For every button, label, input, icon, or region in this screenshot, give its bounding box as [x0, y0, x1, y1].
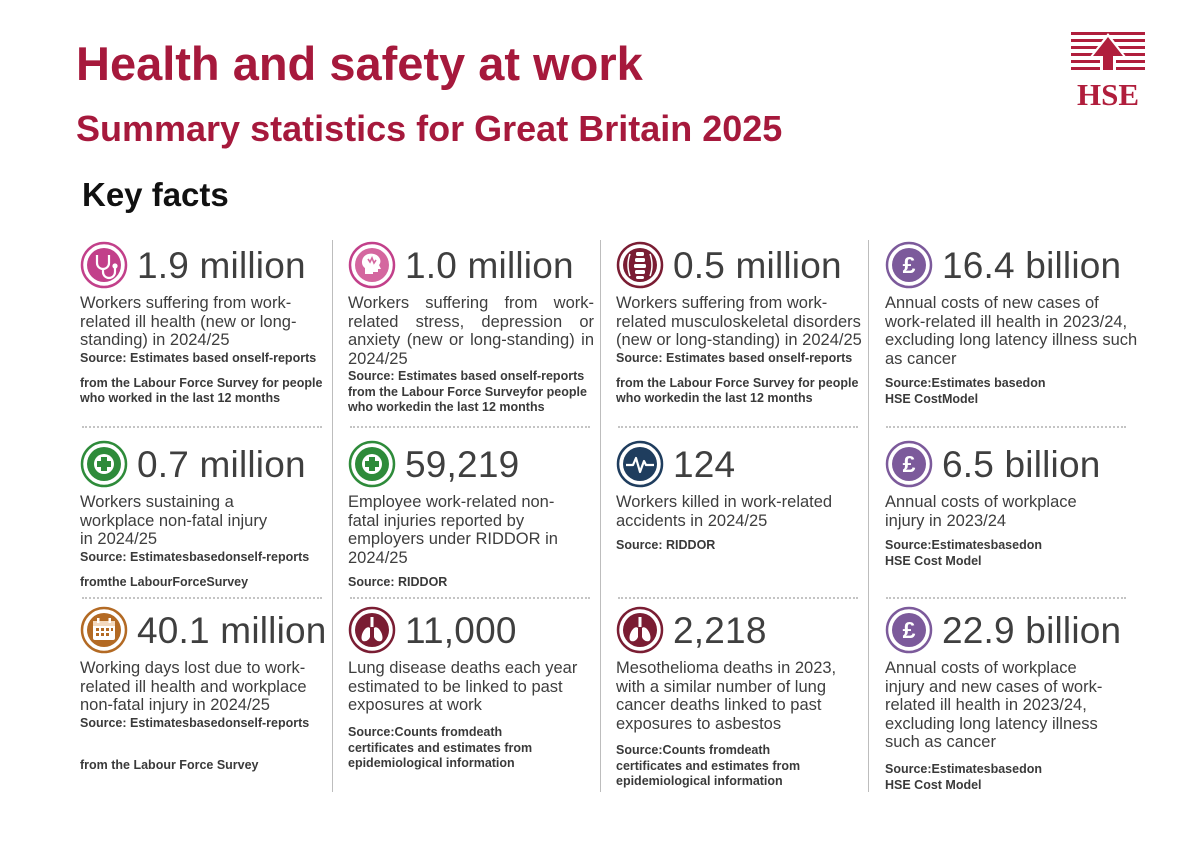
row-divider: [886, 426, 1126, 428]
column-divider: [868, 240, 869, 792]
lungs-icon: [348, 606, 396, 654]
stat-value: 2,218: [673, 609, 767, 651]
fact-description: Workers suffering from work-related musc…: [616, 294, 862, 349]
stat-value: 0.5 million: [673, 244, 842, 286]
fact-card: 40.1 million Working days lost due to wo…: [80, 605, 336, 773]
fact-source: Source: Estimatesbasedonself-reports: [80, 549, 310, 564]
svg-text:£: £: [903, 451, 916, 477]
lungs-icon: [616, 606, 664, 654]
logo-text: HSE: [1077, 77, 1139, 108]
medical-cross-icon: [80, 440, 128, 488]
fact-source-detail: from the Labour Force Survey: [80, 757, 259, 772]
pound-icon: £: [885, 440, 933, 488]
fact-description: Annual costs of new cases of work-relate…: [885, 294, 1138, 368]
fact-source: Source: RIDDOR: [616, 538, 716, 552]
fact-card: £ 6.5 billion Annual costs of workplace …: [885, 439, 1141, 569]
fact-source: Source:Estimatesbasedon: [885, 538, 1042, 552]
fact-source-detail: fromthe LabourForceSurvey: [80, 574, 249, 589]
page-subtitle: Summary statistics for Great Britain 202…: [76, 108, 783, 149]
fact-description: Workers killed in work-related accidents…: [616, 493, 833, 530]
fact-source: Source: Estimatesbasedonself-reports: [80, 715, 310, 730]
fact-source: Source:Estimates basedon: [885, 376, 1046, 390]
fact-source: Source:Counts fromdeath: [348, 724, 503, 739]
spine-icon: [616, 241, 664, 289]
svg-text:£: £: [903, 252, 916, 278]
row-divider: [82, 597, 322, 599]
fact-card: 0.7 million Workers sustaining a workpla…: [80, 439, 336, 590]
fact-card: 2,218 Mesothelioma deaths in 2023, with …: [616, 605, 872, 789]
fact-description: Annual costs of workplace injury in 2023…: [885, 493, 1077, 530]
row-divider: [618, 597, 858, 599]
fact-source-detail: from the Labour Force Surveyfor people w…: [348, 385, 587, 414]
fact-source: Source:Counts fromdeath: [616, 743, 771, 757]
fact-card: 0.5 million Workers suffering from work-…: [616, 240, 872, 406]
stat-value: 11,000: [405, 609, 517, 651]
row-divider: [618, 426, 858, 428]
stat-value: 59,219: [405, 443, 520, 485]
row-divider: [350, 426, 590, 428]
fact-source-detail: HSE Cost Model: [885, 777, 982, 792]
head-stress-icon: [348, 241, 396, 289]
page-title: Health and safety at work: [76, 37, 643, 90]
fact-description: Workers sustaining a workplace non-fatal…: [80, 493, 268, 548]
stat-value: 1.9 million: [137, 244, 306, 286]
fact-source-detail: certificates and estimates from epidemio…: [348, 740, 533, 770]
fact-card: £ 16.4 billion Annual costs of new cases…: [885, 240, 1141, 407]
fact-description: Annual costs of workplace injury and new…: [885, 659, 1103, 751]
fact-card: 1.0 million Workers suffering from work-…: [348, 240, 594, 415]
fact-source: Source: Estimates based onself-reports: [616, 350, 853, 365]
fact-description: Mesothelioma deaths in 2023, with a simi…: [616, 659, 837, 733]
fact-description: Workers suffering from work-related stre…: [348, 294, 594, 368]
column-divider: [332, 240, 333, 792]
row-divider: [886, 597, 1126, 599]
fact-description: Working days lost due to work-related il…: [80, 659, 307, 714]
stat-value: 22.9 billion: [942, 609, 1122, 651]
fact-card: 11,000 Lung disease deaths each year est…: [348, 605, 604, 771]
fact-source-detail: HSE Cost Model: [885, 554, 982, 568]
fact-source: Source: RIDDOR: [348, 575, 448, 589]
svg-text:£: £: [903, 617, 916, 643]
stat-value: 16.4 billion: [942, 244, 1122, 286]
row-divider: [350, 597, 590, 599]
medical-cross-icon: [348, 440, 396, 488]
fact-source-detail: from the Labour Force Survey for people …: [80, 375, 323, 405]
column-divider: [600, 240, 601, 792]
fact-card: 124 Workers killed in work-related accid…: [616, 439, 872, 553]
fact-source: Source:Estimatesbasedon: [885, 761, 1042, 776]
fact-description: Lung disease deaths each year estimated …: [348, 659, 578, 714]
calendar-icon: [80, 606, 128, 654]
section-heading: Key facts: [82, 176, 229, 213]
pound-icon: £: [885, 606, 933, 654]
fact-description: Employee work-related non-fatal injuries…: [348, 493, 558, 567]
hse-logo: HSE: [1069, 30, 1147, 108]
pound-icon: £: [885, 241, 933, 289]
heartbeat-icon: [616, 440, 664, 488]
row-divider: [82, 426, 322, 428]
fact-source: Source: Estimates based onself-reports: [348, 369, 585, 383]
stat-value: 40.1 million: [137, 609, 327, 651]
fact-source: Source: Estimates based onself-reports: [80, 350, 317, 365]
fact-card: 59,219 Employee work-related non-fatal i…: [348, 439, 604, 590]
fact-card: £ 22.9 billion Annual costs of workplace…: [885, 605, 1141, 793]
fact-source-detail: HSE CostModel: [885, 392, 979, 406]
stat-value: 6.5 billion: [942, 443, 1101, 485]
stethoscope-icon: [80, 241, 128, 289]
fact-source-detail: from the Labour Force Survey for people …: [616, 375, 859, 405]
stat-value: 1.0 million: [405, 244, 574, 286]
fact-description: Workers suffering from work-related ill …: [80, 294, 297, 349]
fact-card: 1.9 million Workers suffering from work-…: [80, 240, 336, 406]
fact-source-detail: certificates and estimates from epidemio…: [616, 759, 801, 788]
stat-value: 124: [673, 443, 736, 485]
stat-value: 0.7 million: [137, 443, 306, 485]
